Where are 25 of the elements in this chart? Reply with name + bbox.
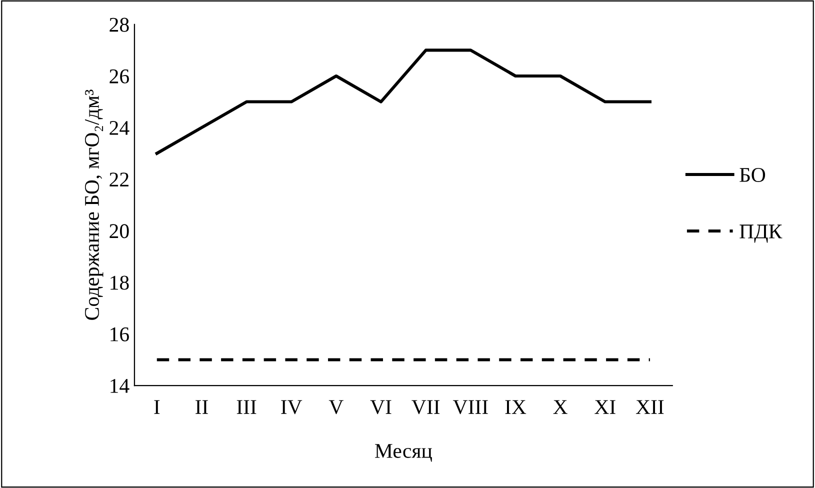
x-tick-label: VII	[412, 400, 440, 414]
x-tick-label: I	[154, 400, 160, 414]
y-tick-label: 18	[110, 276, 129, 290]
line-series	[155, 48, 652, 155]
x-tick-label: VI	[370, 400, 392, 414]
y-tick-label: 20	[110, 224, 129, 238]
x-tick-label: VIII	[452, 400, 488, 414]
x-tick-label: IV	[281, 400, 302, 414]
x-tick-label: IX	[505, 400, 526, 414]
y-tick-label: 26	[110, 69, 129, 84]
y-tick-label: 24	[110, 121, 130, 135]
y-tick-label: 28	[110, 18, 129, 32]
x-tick-label: II	[196, 400, 208, 414]
legend-label: БО	[740, 168, 766, 182]
x-tick-label: III	[236, 400, 256, 414]
x-tick-label: XII	[636, 400, 664, 414]
y-axis-title: Содержание БО, мгO₂/дм³	[84, 90, 104, 320]
x-tick-label: X	[553, 400, 568, 414]
x-tick-label: XI	[594, 400, 616, 414]
x-tick-label: V	[328, 400, 344, 414]
legend-label: ПДК	[740, 224, 782, 243]
x-axis-title: Месяц	[375, 444, 432, 462]
y-tick-label: 22	[110, 172, 128, 186]
y-tick-label: 16	[110, 327, 129, 342]
y-tick-label: 14	[110, 378, 130, 393]
